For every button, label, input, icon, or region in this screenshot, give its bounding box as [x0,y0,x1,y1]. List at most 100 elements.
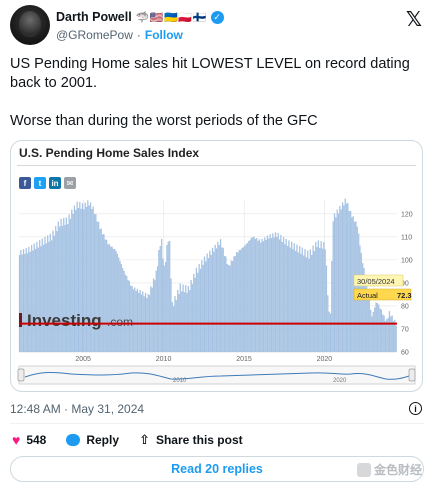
chart-bar [313,251,315,353]
chart-bar [32,250,34,353]
chart-bar [91,209,93,353]
chart-bar [355,221,357,353]
chart-bar [156,266,159,353]
chart-bar [85,206,88,353]
chart-bar [135,291,137,353]
chart-bar [144,292,147,353]
divider [10,423,424,424]
twitter-icon[interactable]: t [34,177,46,189]
chart-bar [299,246,301,353]
chart-bar [69,218,72,353]
like-button[interactable]: ♥ 548 [12,432,46,448]
chart-bar [379,308,381,353]
avatar[interactable] [10,5,50,45]
chart-bar [79,202,81,353]
tooltip-date-box [353,274,404,287]
chart-bar [341,202,344,353]
chart-bar [34,249,37,353]
tweet-paragraph: US Pending Home sales hit LOWEST LEVEL o… [10,56,410,91]
chart-bar [292,249,294,353]
chart-bar [44,237,46,353]
chart-bar [186,292,188,353]
y-tick-label: 80 [401,303,409,310]
chart-bar [360,252,362,353]
linkedin-icon[interactable]: in [49,177,61,189]
chart-bar [375,302,377,353]
chart-bar [159,246,161,353]
chart-bar [47,235,49,353]
chart-bar [118,257,120,353]
chart-bar [266,235,269,353]
tweet-timestamp[interactable]: 12:48 AM · May 31, 2024 [10,402,145,416]
chart-bar [316,247,318,353]
chart-bar [291,241,293,353]
chart-bar [311,255,313,353]
chart-bar [331,261,333,353]
y-tick-label: 70 [401,326,409,333]
chart-bar [150,286,152,353]
chart-bar [378,304,380,353]
range-navigator[interactable]: 2010 2020 [11,363,423,389]
chart-bar [128,281,131,353]
chart-bar [24,253,26,353]
chart-bar [165,262,167,353]
chart-bar [166,245,168,353]
chart-bar [363,267,365,353]
share-upload-icon: ⇧ [139,432,150,447]
chart-bar [81,203,84,353]
share-button[interactable]: ⇧ Share this post [139,432,243,448]
reply-button[interactable]: Reply [66,433,119,447]
chart-bar [177,289,179,353]
chart-bar [248,241,250,353]
chart-bar [187,286,189,353]
chart-bar [68,214,70,353]
chart-bar [253,236,255,353]
chart-bar [33,243,35,353]
chart-bar [215,248,218,353]
email-icon[interactable]: ✉ [64,177,76,189]
navigator-left-handle[interactable] [17,368,25,382]
chart-bar [123,270,125,353]
chart-bar [36,241,38,353]
y-axis: 60 70 80 90 100 110 120 [401,211,413,356]
chart-bar [190,279,192,353]
chart-bar [223,255,226,353]
chart-bar [232,260,234,353]
chart-bar [364,275,366,353]
chart-bar [269,234,271,353]
chart-bar [106,239,108,353]
chart-bar [321,248,324,353]
chart-bar [324,249,326,353]
read-replies-button[interactable]: Read 20 replies [10,456,424,482]
chart-bar [76,201,78,353]
chart-bar [362,263,364,353]
follow-button[interactable]: Follow [144,28,183,42]
info-icon[interactable]: i [409,402,422,415]
chart-bar [272,233,274,353]
chart-bar [71,209,73,353]
navigator-right-handle[interactable] [408,368,416,382]
y-tick-label: 60 [401,350,409,357]
chart-bar [384,321,387,353]
chart-bar [242,247,244,353]
chart-bar [278,239,281,353]
chart-bar [41,238,43,353]
y-tick-label: 110 [401,234,412,241]
tweet-text: US Pending Home sales hit LOWEST LEVEL o… [10,55,420,150]
handle[interactable]: @GRomePow [56,28,133,42]
x-logo-icon[interactable]: 𝕏 [405,7,422,31]
chart-card[interactable]: U.S. Pending Home Sales Index f t in ✉ 6… [10,140,423,392]
display-name[interactable]: Darth Powell [56,10,132,24]
chart-bar [264,237,266,353]
chart-bar [97,221,100,353]
facebook-icon[interactable]: f [19,177,31,189]
chart-bar [345,203,348,353]
chart-bar [226,264,228,353]
chart-bar [28,246,30,353]
chart-bar [305,257,307,353]
chart-bar [179,283,181,353]
chart-bar [394,319,396,353]
chart-bar [30,245,33,353]
chart-bar [308,258,310,353]
title-divider [17,165,416,166]
